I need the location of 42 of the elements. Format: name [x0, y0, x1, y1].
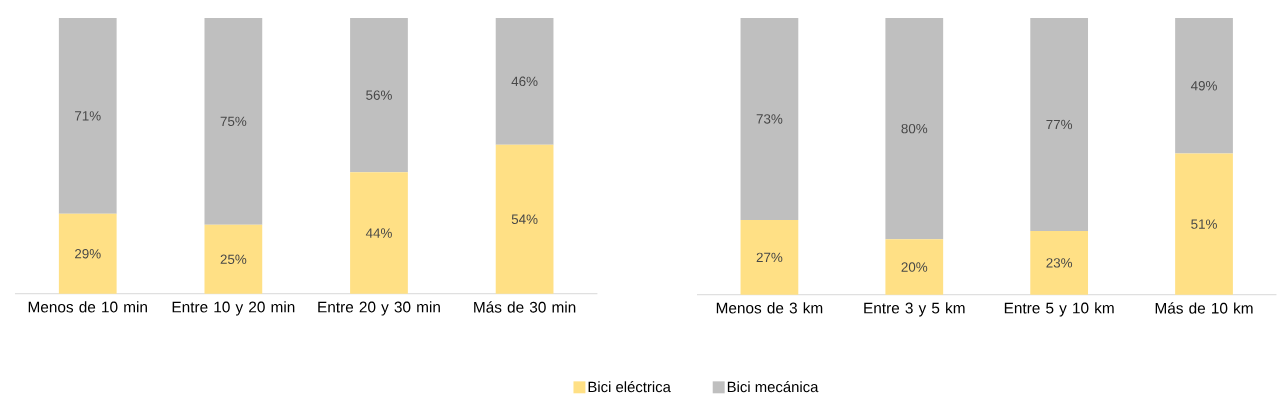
data-label: 80% — [901, 123, 928, 134]
data-label: 29% — [75, 248, 101, 259]
bar — [58, 213, 117, 294]
data-label: 51% — [1191, 219, 1217, 229]
data-label: 71% — [75, 111, 101, 121]
bar — [495, 17, 554, 145]
data-label: 20% — [901, 262, 928, 272]
legend-label: Bici mecánica — [727, 380, 819, 393]
legend-label: Bici eléctrica — [588, 380, 671, 393]
bar — [885, 17, 944, 240]
bar — [1175, 17, 1233, 154]
x-tick-label: Entre 10 y 20 min — [172, 301, 295, 316]
x-tick-label: Entre 3 y 5 km — [864, 302, 965, 317]
data-label: 23% — [1046, 258, 1073, 268]
x-tick-label: Menos de 3 km — [716, 302, 823, 314]
data-label: 44% — [365, 228, 392, 238]
bar — [1175, 153, 1233, 295]
x-tick-label: Más de 10 km — [1155, 302, 1253, 314]
bar — [204, 17, 263, 225]
bar — [495, 144, 554, 294]
bar — [350, 17, 408, 173]
x-tick-label: Entre 20 y 30 min — [318, 301, 440, 316]
data-label: 27% — [756, 252, 783, 262]
bar — [740, 219, 799, 295]
data-label: 46% — [511, 76, 538, 86]
bar — [1030, 17, 1089, 231]
bar — [58, 17, 117, 214]
bar — [740, 17, 799, 220]
bar — [1030, 230, 1089, 295]
data-label: 73% — [756, 114, 783, 124]
data-label: 75% — [220, 116, 247, 126]
x-tick-label: Menos de 10 min — [28, 301, 147, 313]
data-label: 77% — [1046, 119, 1073, 130]
data-label: 54% — [511, 214, 538, 224]
x-tick-label: Más de 30 min — [474, 301, 576, 313]
bar — [204, 224, 263, 294]
data-label: 49% — [1190, 80, 1217, 91]
bar — [885, 239, 944, 295]
data-label: 25% — [220, 254, 247, 264]
x-tick-label: Entre 5 y 10 km — [1004, 302, 1114, 317]
bar — [350, 172, 408, 294]
data-label: 56% — [366, 90, 392, 100]
